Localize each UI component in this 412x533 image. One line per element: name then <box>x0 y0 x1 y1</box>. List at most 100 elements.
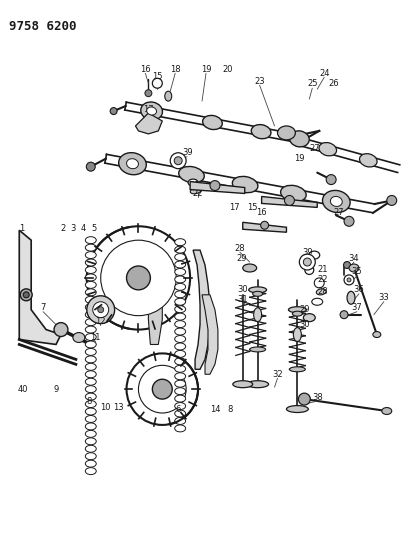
Ellipse shape <box>293 328 301 342</box>
Text: 26: 26 <box>329 79 339 88</box>
Ellipse shape <box>179 166 204 183</box>
Text: 32: 32 <box>272 370 283 379</box>
Text: 37: 37 <box>351 303 362 312</box>
Text: 22: 22 <box>193 189 203 198</box>
Text: 4: 4 <box>80 224 85 233</box>
Ellipse shape <box>119 152 146 175</box>
Text: 31: 31 <box>237 295 248 304</box>
Circle shape <box>387 196 397 205</box>
Text: 29: 29 <box>236 254 247 263</box>
Ellipse shape <box>175 358 186 365</box>
Circle shape <box>98 306 104 313</box>
Ellipse shape <box>175 276 186 283</box>
Ellipse shape <box>85 259 96 266</box>
Ellipse shape <box>330 197 342 206</box>
Circle shape <box>303 258 311 266</box>
Text: 19: 19 <box>294 154 304 163</box>
Text: 8: 8 <box>86 397 91 406</box>
Text: 24: 24 <box>319 69 330 78</box>
Ellipse shape <box>85 371 96 378</box>
Ellipse shape <box>175 306 186 313</box>
Ellipse shape <box>85 393 96 400</box>
Text: 28: 28 <box>234 244 245 253</box>
Ellipse shape <box>382 408 392 415</box>
Text: 15: 15 <box>248 203 258 212</box>
Ellipse shape <box>175 239 186 246</box>
Ellipse shape <box>175 380 186 387</box>
Ellipse shape <box>278 126 295 140</box>
Circle shape <box>210 181 220 190</box>
Text: 25: 25 <box>307 79 318 88</box>
Text: 39: 39 <box>302 248 313 256</box>
Ellipse shape <box>85 401 96 408</box>
Ellipse shape <box>175 365 186 372</box>
Ellipse shape <box>175 321 186 328</box>
Text: 9: 9 <box>54 385 59 394</box>
Ellipse shape <box>309 251 320 259</box>
Ellipse shape <box>250 347 266 352</box>
Ellipse shape <box>175 284 186 290</box>
Ellipse shape <box>85 289 96 296</box>
Ellipse shape <box>290 131 309 147</box>
Ellipse shape <box>233 381 253 387</box>
Ellipse shape <box>85 416 96 423</box>
Text: 9758 6200: 9758 6200 <box>9 20 77 33</box>
Circle shape <box>126 353 198 425</box>
Circle shape <box>93 302 109 318</box>
Ellipse shape <box>175 402 186 409</box>
Text: 33: 33 <box>378 293 389 302</box>
Circle shape <box>126 266 150 290</box>
Text: 11: 11 <box>91 333 101 342</box>
Ellipse shape <box>303 314 315 321</box>
Ellipse shape <box>175 417 186 424</box>
Ellipse shape <box>175 328 186 335</box>
Circle shape <box>152 78 162 88</box>
Ellipse shape <box>85 349 96 356</box>
Polygon shape <box>243 222 286 232</box>
Text: 18: 18 <box>170 65 180 74</box>
Ellipse shape <box>312 298 323 305</box>
Ellipse shape <box>165 91 172 101</box>
Ellipse shape <box>73 333 85 343</box>
Text: 13: 13 <box>113 402 124 411</box>
Ellipse shape <box>288 306 306 313</box>
Text: 28: 28 <box>317 287 328 296</box>
Circle shape <box>344 262 351 269</box>
Ellipse shape <box>249 287 267 293</box>
Text: 35: 35 <box>352 268 362 277</box>
Circle shape <box>300 254 315 270</box>
Ellipse shape <box>85 304 96 311</box>
Circle shape <box>86 162 95 171</box>
Ellipse shape <box>254 308 262 321</box>
Text: 30: 30 <box>237 285 248 294</box>
Circle shape <box>23 292 29 298</box>
Text: 20: 20 <box>222 65 233 74</box>
Polygon shape <box>202 295 218 374</box>
Ellipse shape <box>147 107 157 115</box>
Circle shape <box>170 153 186 168</box>
Ellipse shape <box>85 453 96 459</box>
Circle shape <box>261 221 269 229</box>
Circle shape <box>326 175 336 184</box>
Ellipse shape <box>85 319 96 326</box>
Ellipse shape <box>85 430 96 438</box>
Polygon shape <box>193 250 210 369</box>
Ellipse shape <box>175 298 186 305</box>
Ellipse shape <box>85 296 96 303</box>
Polygon shape <box>19 230 61 344</box>
Ellipse shape <box>85 326 96 333</box>
Text: 23: 23 <box>254 77 265 86</box>
Text: 29: 29 <box>299 305 309 314</box>
Text: 27: 27 <box>309 144 320 154</box>
Ellipse shape <box>85 460 96 467</box>
Text: 38: 38 <box>312 393 323 401</box>
Ellipse shape <box>175 410 186 417</box>
Ellipse shape <box>319 142 337 156</box>
Ellipse shape <box>175 269 186 276</box>
Circle shape <box>284 196 295 205</box>
Ellipse shape <box>188 179 198 186</box>
Ellipse shape <box>175 246 186 253</box>
Circle shape <box>344 216 354 227</box>
Ellipse shape <box>85 281 96 288</box>
Ellipse shape <box>281 185 306 201</box>
